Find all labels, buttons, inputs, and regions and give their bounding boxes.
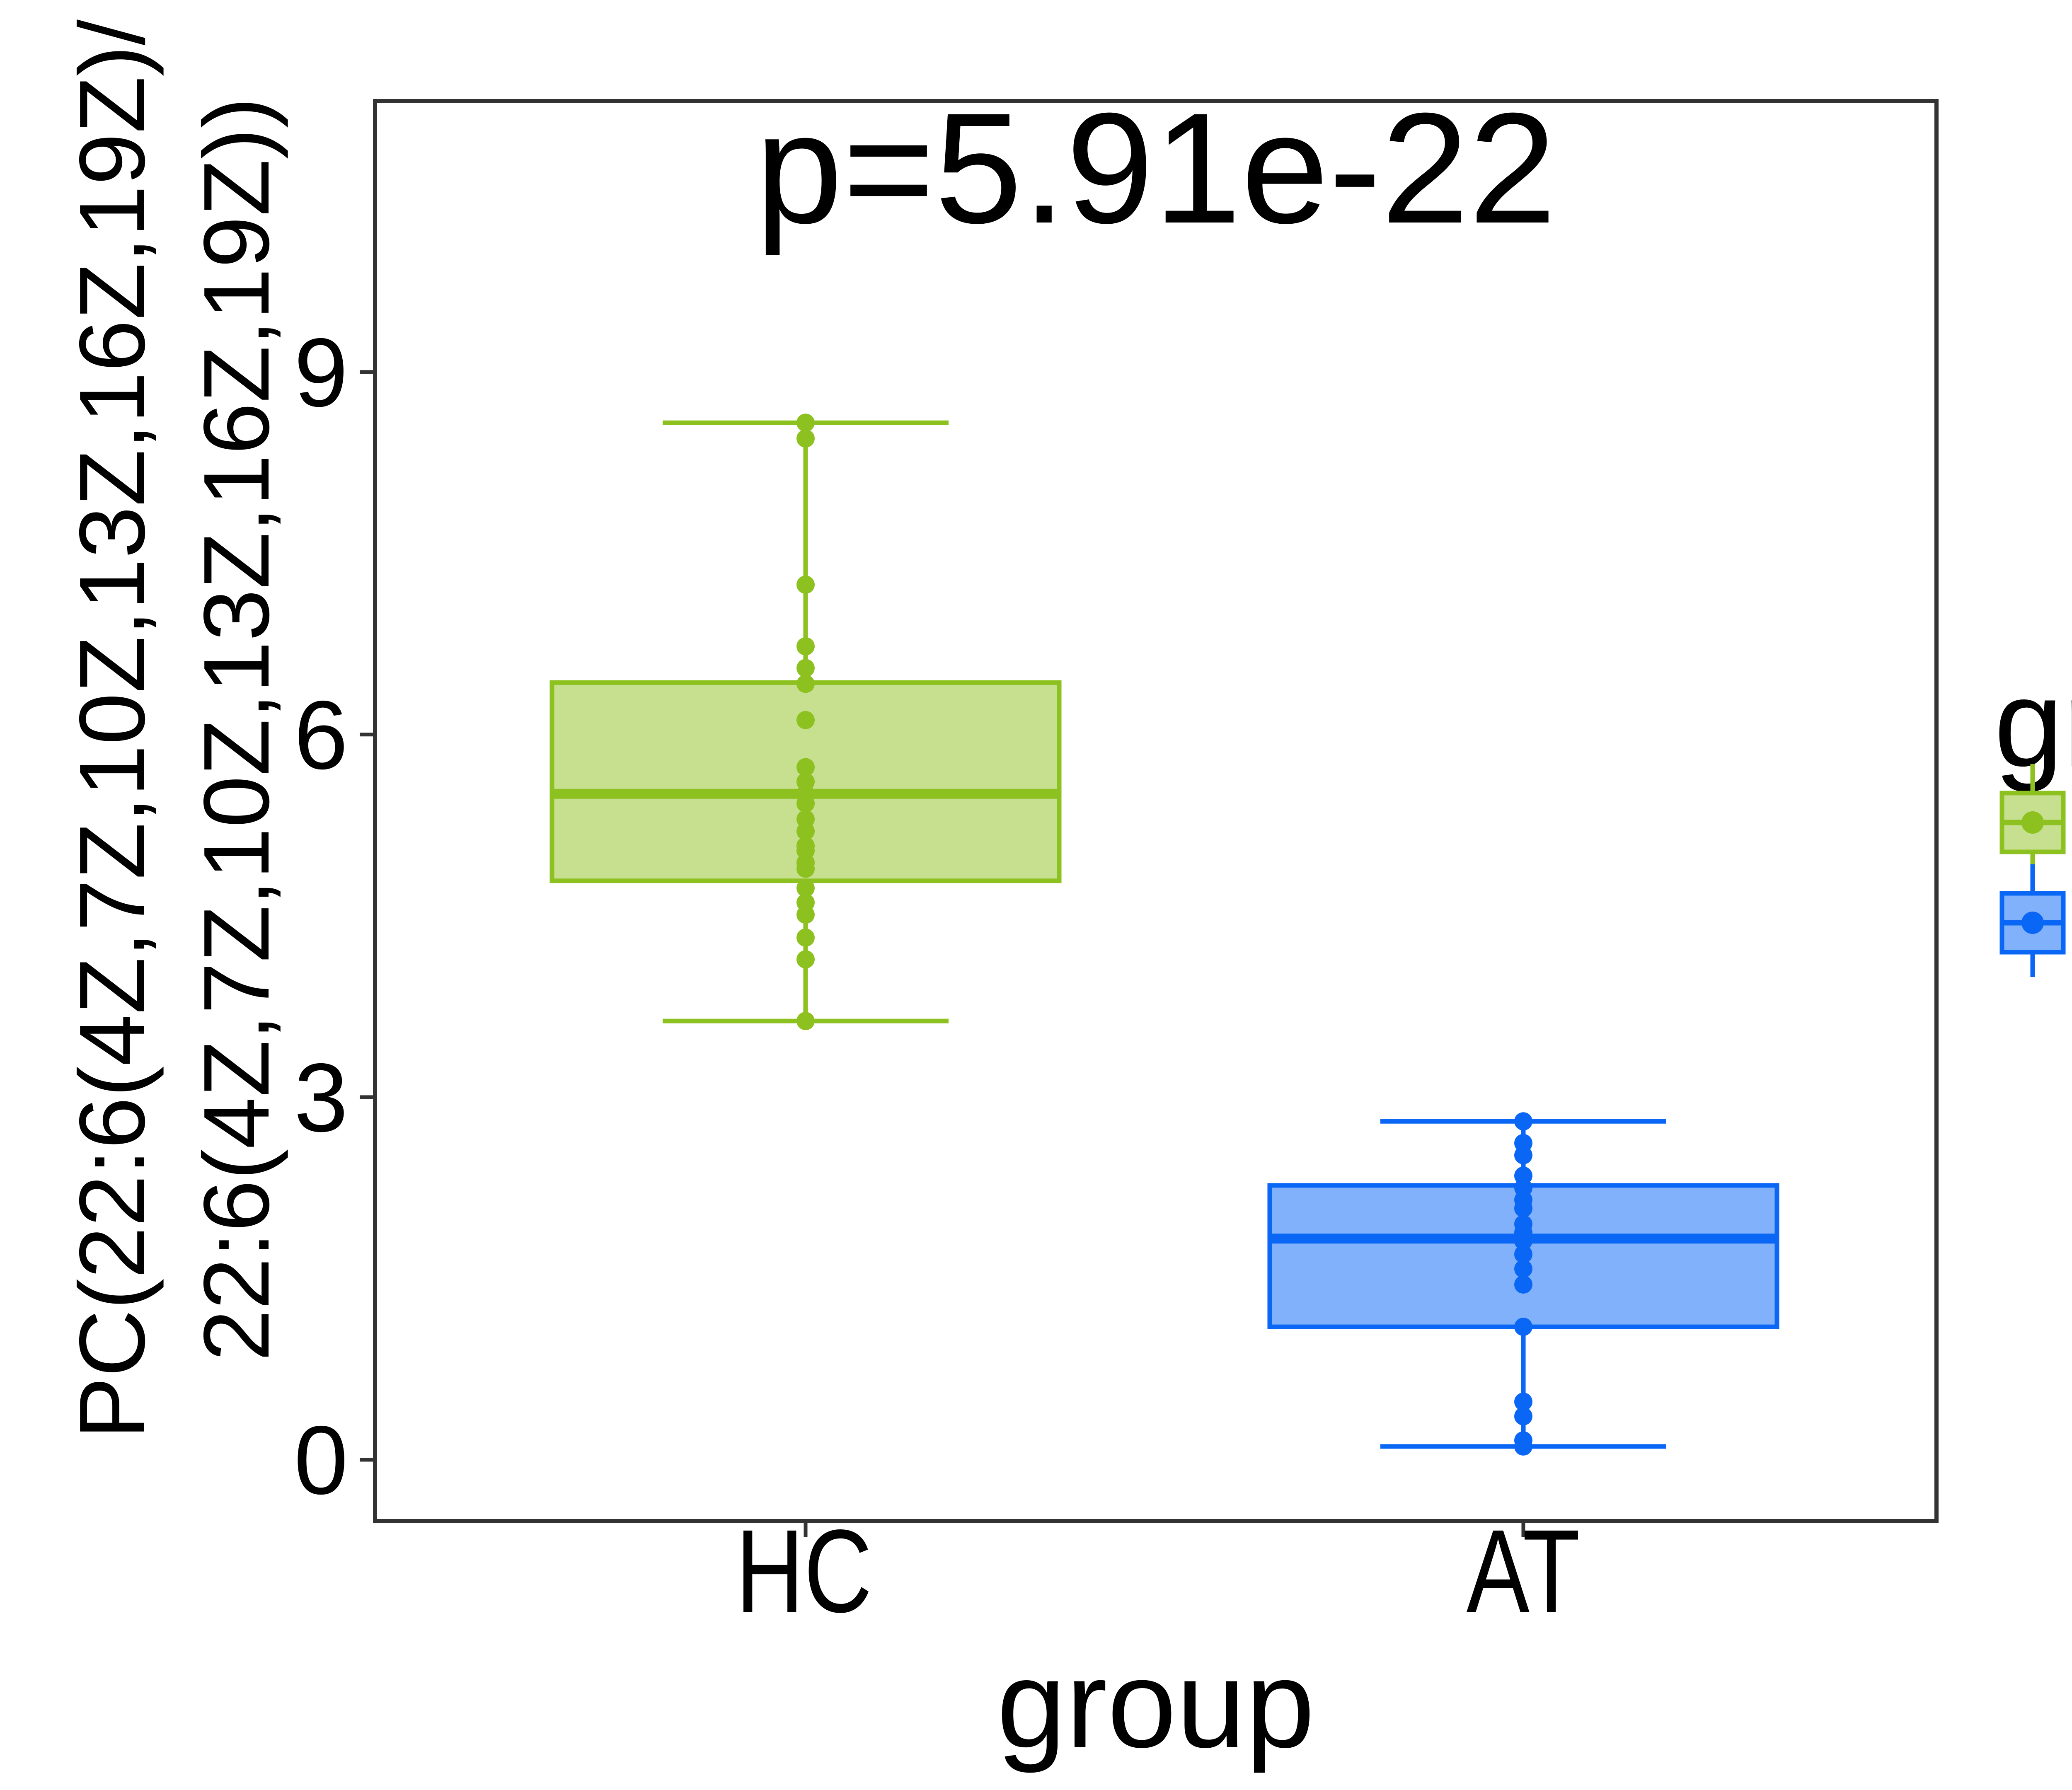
data-point-at [1514, 1232, 1532, 1251]
data-point-at [1514, 1437, 1532, 1456]
data-point-hc [796, 637, 815, 656]
y-tick-label-3: 3 [294, 1043, 348, 1152]
y-tick-label-0: 0 [294, 1405, 348, 1514]
data-point-at [1514, 1318, 1532, 1336]
data-point-hc [796, 576, 815, 594]
data-point-hc [796, 928, 815, 947]
data-point-at [1514, 1146, 1532, 1164]
x-axis-title: group [997, 1634, 1315, 1773]
data-point-hc [796, 429, 815, 448]
y-axis-title-line1: PC(22:6(4Z,7Z,10Z,13Z,16Z,19Z)/ [60, 19, 164, 1439]
legend-key-at-boxplot-icon [1999, 864, 2066, 977]
data-point-hc [796, 675, 815, 693]
data-point-hc [796, 414, 815, 432]
data-point-at [1514, 1407, 1532, 1425]
data-point-hc [796, 950, 815, 969]
data-point-hc [796, 879, 815, 897]
x-tick-label-hc: HC [736, 1505, 872, 1637]
data-point-at [1514, 1260, 1532, 1278]
data-point-hc [796, 905, 815, 924]
data-point-hc [796, 794, 815, 813]
chart-title-pvalue: p=5.91e-22 [755, 80, 1556, 256]
data-point-hc [796, 659, 815, 677]
y-tick-label-9: 9 [294, 318, 348, 427]
data-point-hc [796, 859, 815, 878]
data-point-hc [796, 822, 815, 841]
data-point-at [1514, 1245, 1532, 1264]
data-point-at [1514, 1199, 1532, 1218]
data-point-at [1514, 1112, 1532, 1131]
data-point-hc [796, 1012, 815, 1030]
panel-border [373, 99, 1939, 1523]
y-tick-label-6: 6 [294, 680, 348, 789]
data-point-at [1514, 1392, 1532, 1411]
data-point-at [1514, 1275, 1532, 1294]
data-point-hc [796, 711, 815, 729]
legend-key-hc-boxplot-icon [1999, 764, 2066, 877]
x-tick-label-at: AT [1466, 1505, 1581, 1637]
data-point-hc [796, 758, 815, 776]
